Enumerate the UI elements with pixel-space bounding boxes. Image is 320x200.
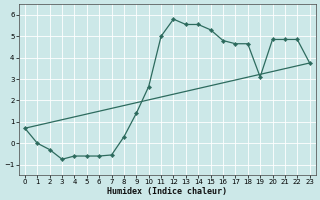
- X-axis label: Humidex (Indice chaleur): Humidex (Indice chaleur): [107, 187, 227, 196]
